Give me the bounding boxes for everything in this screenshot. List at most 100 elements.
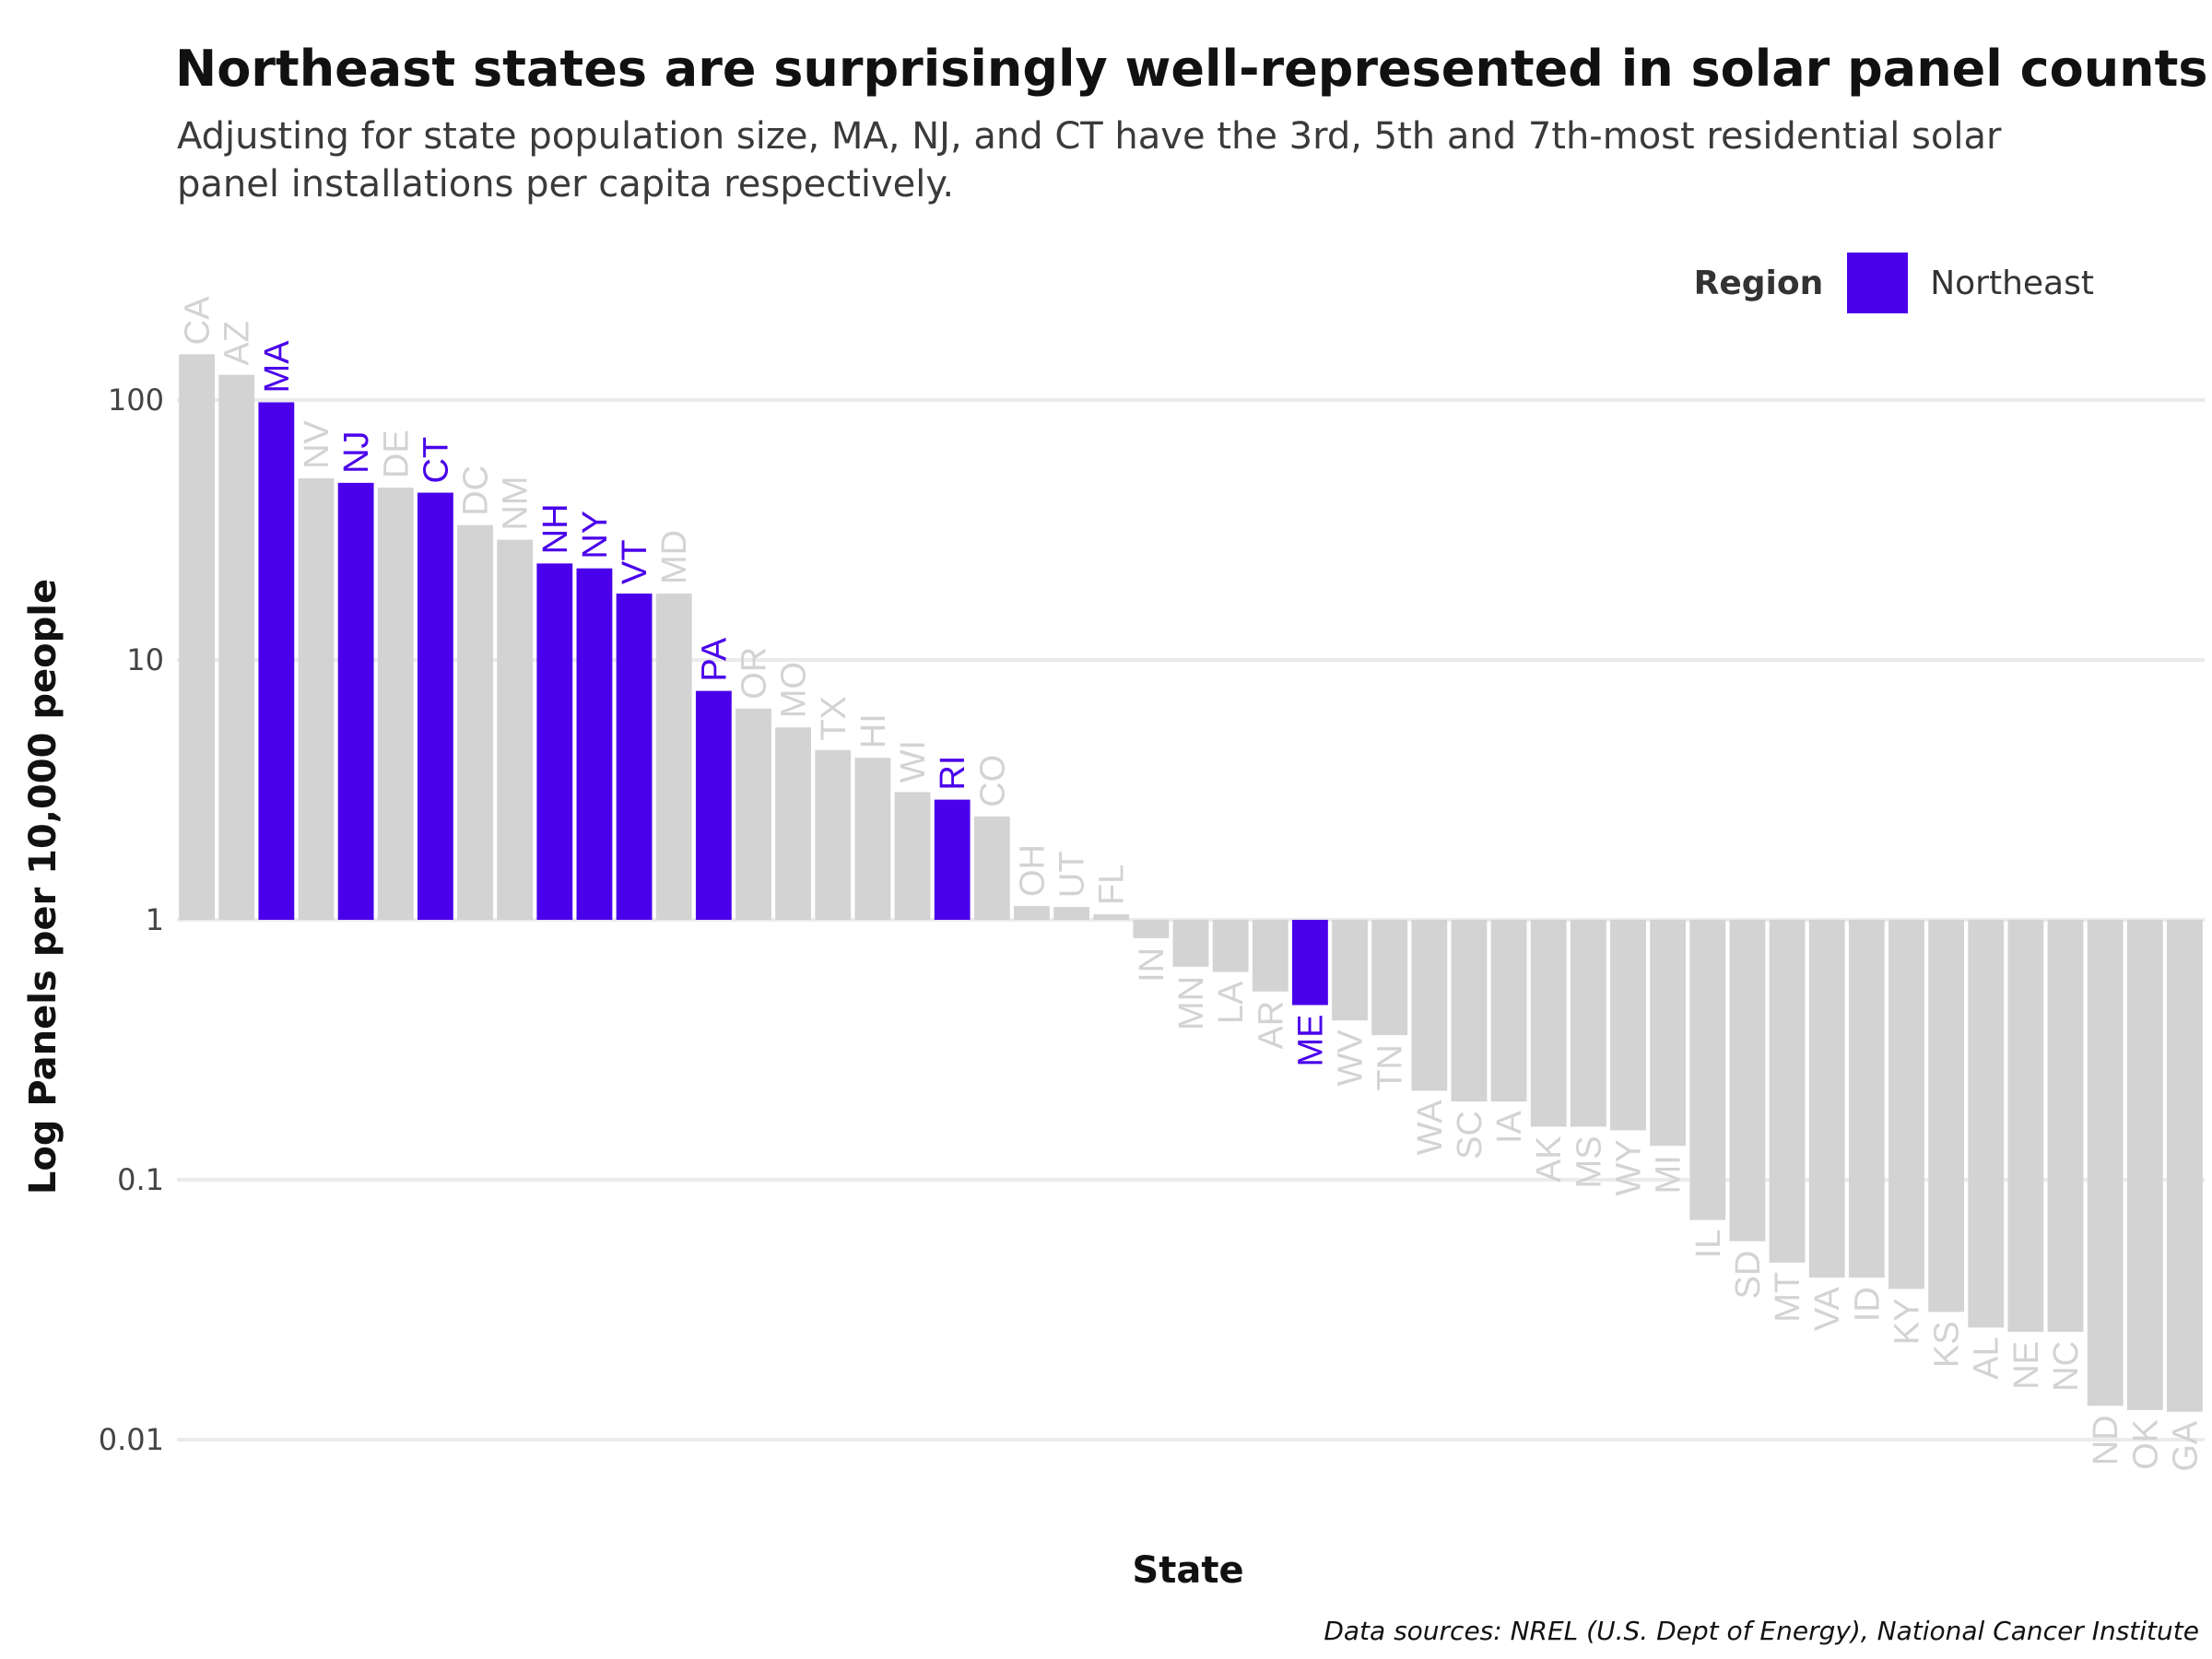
bar-vt [616, 594, 653, 920]
bar-label-co: CO [973, 755, 1012, 807]
bar-ut [1053, 907, 1089, 920]
bar-nv [298, 477, 335, 920]
bar-la [1212, 920, 1249, 972]
bar-al [1968, 920, 2005, 1328]
bar-label-il: IL [1689, 1230, 1728, 1259]
bar-label-va: VA [1808, 1287, 1847, 1332]
bar-nd [2087, 920, 2124, 1406]
bar-oh [1014, 906, 1050, 920]
bar-ks [1928, 920, 1965, 1312]
bar-label-ms: MS [1570, 1135, 1608, 1188]
bar-hi [854, 758, 891, 920]
bar-nc [2047, 920, 2084, 1332]
bar-label-oh: OH [1013, 844, 1052, 897]
bar-ak [1530, 920, 1567, 1127]
bar-label-la: LA [1212, 981, 1251, 1024]
bar-label-pa: PA [695, 637, 734, 682]
bar-label-id: ID [1848, 1287, 1887, 1322]
x-axis-title: State [1132, 1549, 1243, 1592]
bar-label-wa: WA [1411, 1100, 1450, 1155]
bar-wv [1332, 920, 1368, 1021]
bar-sd [1729, 920, 1766, 1241]
bar-label-de: DE [377, 429, 416, 478]
legend-swatch-northeast [1847, 253, 1909, 313]
bar-il [1689, 920, 1726, 1220]
bar-label-mn: MN [1172, 976, 1211, 1030]
bar-label-hi: HI [854, 713, 893, 748]
bar-label-md: MD [655, 530, 694, 584]
bar-tn [1371, 920, 1408, 1036]
bar-label-ca: CA [179, 296, 218, 345]
bar-label-in: IN [1133, 947, 1171, 982]
bar-id [1848, 920, 1885, 1278]
bar-ky [1888, 920, 1924, 1289]
y-tick-label: 10 [126, 642, 164, 677]
bar-ar [1252, 920, 1288, 992]
bar-label-ut: UT [1053, 851, 1092, 898]
bar-ny [576, 568, 613, 920]
bar-tx [815, 749, 852, 920]
bar-label-ma: MA [258, 340, 297, 394]
bar-label-tx: TX [815, 696, 853, 741]
bar-mn [1172, 920, 1209, 967]
bar-label-ny: NY [576, 511, 615, 559]
y-tick-label: 0.01 [99, 1422, 164, 1457]
bar-mo [775, 727, 812, 920]
bar-label-nj: NJ [337, 430, 376, 473]
bar-co [973, 816, 1010, 920]
bar-nj [337, 482, 374, 920]
bar-ga [2167, 920, 2203, 1412]
chart-title: Northeast states are surprisingly well-r… [175, 40, 2208, 98]
bar-me [1292, 920, 1328, 1006]
bar-label-fl: FL [1093, 865, 1132, 905]
bar-label-wi: WI [894, 740, 933, 782]
bar-label-nc: NC [2047, 1341, 2086, 1392]
bar-wi [894, 792, 931, 920]
bar-label-ga: GA [2166, 1420, 2205, 1472]
bar-ne [2007, 920, 2044, 1332]
bar-label-al: AL [1968, 1336, 2006, 1379]
bar-in [1133, 920, 1170, 938]
bar-md [655, 594, 692, 920]
bar-label-az: AZ [218, 321, 257, 366]
bar-label-ky: KY [1888, 1299, 1926, 1346]
bar-pa [695, 690, 732, 920]
bar-label-ne: NE [2007, 1341, 2046, 1390]
legend: Region Northeast [1694, 251, 2094, 315]
bar-label-ia: IA [1490, 1110, 1529, 1144]
data-source-caption: Data sources: NREL (U.S. Dept of Energy)… [1324, 1616, 2199, 1646]
bar-dc [457, 524, 493, 920]
bar-label-wy: WY [1610, 1139, 1649, 1195]
bar-label-ak: AK [1530, 1135, 1569, 1182]
bar-ri [934, 799, 971, 920]
bar-ok [2126, 920, 2163, 1410]
bar-sc [1451, 920, 1488, 1102]
bar-az [218, 374, 255, 920]
bar-label-me: ME [1291, 1014, 1330, 1066]
bar-label-mi: MI [1650, 1155, 1688, 1194]
bar-wy [1610, 920, 1646, 1131]
legend-title: Region [1693, 264, 1824, 302]
bar-label-or: OR [735, 647, 773, 700]
bar-label-mt: MT [1769, 1272, 1807, 1323]
bar-ms [1570, 920, 1606, 1127]
bar-label-tn: TN [1371, 1044, 1410, 1091]
bar-label-mo: MO [775, 662, 814, 718]
bar-label-wv: WV [1332, 1030, 1371, 1087]
bar-ct [417, 492, 453, 920]
bar-mi [1650, 920, 1687, 1147]
legend-label-northeast: Northeast [1930, 264, 2094, 302]
bar-mt [1769, 920, 1806, 1263]
bar-label-ct: CT [417, 437, 455, 484]
bar-nh [536, 563, 573, 920]
bar-ia [1490, 920, 1527, 1102]
y-tick-label: 1 [146, 902, 164, 937]
bar-ma [258, 402, 295, 920]
bar-or [735, 708, 771, 920]
bar-label-nh: NH [536, 503, 575, 554]
bar-label-ri: RI [934, 756, 972, 791]
bar-wa [1411, 920, 1448, 1091]
y-tick-label: 0.1 [117, 1162, 164, 1197]
